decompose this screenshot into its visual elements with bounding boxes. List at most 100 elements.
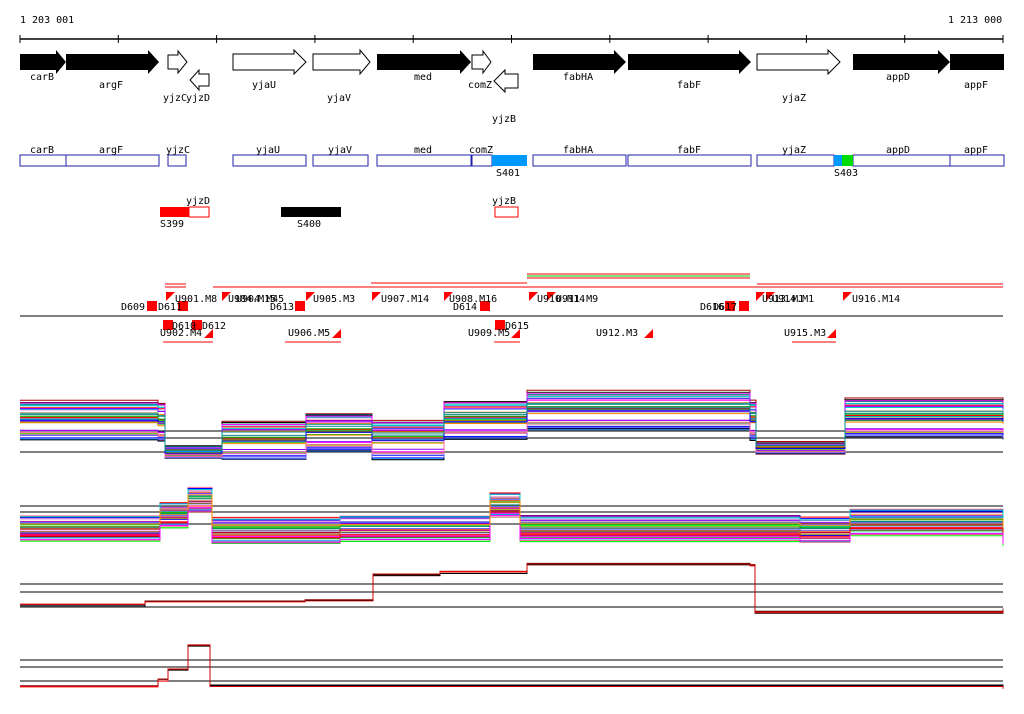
ruler-start-label: 1 203 001 xyxy=(20,15,74,26)
gene-track: carB argF yjzC yjzD yjaU yjaV med comZ y… xyxy=(20,48,1004,125)
gene-arrow-yjzD[interactable] xyxy=(189,68,210,92)
box-S399[interactable] xyxy=(160,207,189,217)
tile-label-appF: appF xyxy=(964,145,988,156)
segment-label-S403: S403 xyxy=(834,168,858,179)
marker-label-D615: D615 xyxy=(505,321,529,332)
gene-arrow-appF[interactable] xyxy=(950,54,1004,70)
marker-label-U911-M9: U911.M9 xyxy=(556,294,598,305)
marker-label-U909-M5: U909.M5 xyxy=(468,328,510,339)
gene-arrow-argF[interactable] xyxy=(66,50,159,74)
tile-label-yjzC: yjzC xyxy=(166,145,190,156)
marker-label-U908-M16: U908.M16 xyxy=(449,294,497,305)
tile-label-argF: argF xyxy=(99,145,123,156)
ruler-end-label: 1 213 000 xyxy=(948,15,1002,26)
marker-label-U907-M14: U907.M14 xyxy=(381,294,429,305)
marker-block-D609[interactable] xyxy=(147,301,157,311)
gene-label-carB: carB xyxy=(30,72,54,83)
gene-arrow-yjzC[interactable] xyxy=(167,49,188,75)
gene-arrow-carB[interactable] xyxy=(20,50,66,74)
gene-arrow-yjzB[interactable] xyxy=(493,68,519,94)
gene-label-yjaU: yjaU xyxy=(252,80,276,91)
lower-box-track: yjzD yjzB S399 S400 xyxy=(160,196,519,230)
marker-label-U904-M45: U904.M45 xyxy=(236,294,284,305)
tile-label-yjaV: yjaV xyxy=(328,145,352,156)
tile-label-fabHA: fabHA xyxy=(563,145,593,156)
gene-label-yjzD: yjzD xyxy=(186,93,210,104)
box-label-yjzD: yjzD xyxy=(186,196,210,207)
ruler-ticks xyxy=(19,35,1004,43)
marker-label-U913-M1: U913.M1 xyxy=(762,294,804,305)
marker-track: D609 D611 U901.M8 U904.M15 U904.M45 D613… xyxy=(20,273,1003,343)
gene-label-comZ: comZ xyxy=(468,80,492,91)
marker-block-D614[interactable] xyxy=(480,301,490,311)
tile-yjaV[interactable] xyxy=(312,154,369,167)
tile-yjzC[interactable] xyxy=(167,154,187,167)
gene-arrow-yjaV[interactable] xyxy=(312,48,371,76)
marker-label-U905-M3: U905.M3 xyxy=(313,294,355,305)
tile-label-med: med xyxy=(414,145,432,156)
marker-label-D614: D614 xyxy=(453,302,477,313)
box-yjzB[interactable] xyxy=(494,206,519,218)
marker-block-D616[interactable] xyxy=(725,301,735,311)
marker-label-D617: D617 xyxy=(713,302,737,313)
tile-label-comZ: comZ xyxy=(469,145,493,156)
tiling-track: carB argF yjzC yjaU yjaV med comZ fabHA … xyxy=(19,145,1005,179)
segment-S403a[interactable] xyxy=(834,155,842,166)
tile-appF[interactable] xyxy=(949,154,1005,167)
gene-arrow-fabF[interactable] xyxy=(628,50,751,74)
segment-label-S401: S401 xyxy=(496,168,520,179)
gene-label-yjzC: yjzC xyxy=(163,93,187,104)
tile-label-carB: carB xyxy=(30,145,54,156)
gene-arrow-fabHA[interactable] xyxy=(533,50,626,74)
tile-carB[interactable] xyxy=(19,154,67,167)
box-yjzD[interactable] xyxy=(188,206,210,218)
tile-label-yjaU: yjaU xyxy=(256,145,280,156)
tile-yjaZ[interactable] xyxy=(756,154,835,167)
gene-arrow-comZ[interactable] xyxy=(471,49,492,75)
box-label-S400: S400 xyxy=(297,219,321,230)
segment-S401[interactable] xyxy=(492,155,527,166)
gene-label-appD: appD xyxy=(886,72,910,83)
tile-appD[interactable] xyxy=(852,154,951,167)
gene-label-med: med xyxy=(414,72,432,83)
expression-panel-2 xyxy=(20,486,1004,546)
marker-label-U916-M14: U916.M14 xyxy=(852,294,900,305)
gene-arrow-med[interactable] xyxy=(377,50,471,74)
segment-S403[interactable] xyxy=(842,155,853,166)
tile-fabF[interactable] xyxy=(627,154,752,167)
gene-label-fabHA: fabHA xyxy=(563,72,593,83)
box-label-S399: S399 xyxy=(160,219,184,230)
gene-label-yjzB: yjzB xyxy=(492,114,516,125)
tile-fabHA[interactable] xyxy=(532,154,627,167)
gene-arrow-appD[interactable] xyxy=(853,50,950,74)
gene-label-yjaV: yjaV xyxy=(327,93,351,104)
marker-block-D612[interactable] xyxy=(192,320,202,330)
marker-label-D611: D611 xyxy=(158,302,182,313)
expression-panel-1 xyxy=(20,389,1004,461)
tile-med[interactable] xyxy=(376,154,472,167)
marker-block-D615[interactable] xyxy=(495,320,505,330)
box-S400[interactable] xyxy=(281,207,341,217)
marker-block-D613[interactable] xyxy=(295,301,305,311)
marker-block-D617[interactable] xyxy=(739,301,749,311)
gene-label-fabF: fabF xyxy=(677,80,701,91)
tile-yjaU[interactable] xyxy=(232,154,307,167)
gene-arrow-yjaZ[interactable] xyxy=(756,48,841,76)
tile-comZ[interactable] xyxy=(471,154,493,167)
expression-panel-4 xyxy=(20,644,1004,689)
tile-label-fabF: fabF xyxy=(677,145,701,156)
tile-label-appD: appD xyxy=(886,145,910,156)
marker-label-U914-M1: U914.M1 xyxy=(772,294,814,305)
gene-label-argF: argF xyxy=(99,80,123,91)
tile-argF[interactable] xyxy=(65,154,160,167)
gene-label-appF: appF xyxy=(964,80,988,91)
gene-arrow-yjaU[interactable] xyxy=(232,48,307,76)
marker-label-U912-M3: U912.M3 xyxy=(596,328,638,339)
marker-label-U906-M5: U906.M5 xyxy=(288,328,330,339)
marker-block-D611[interactable] xyxy=(178,301,188,311)
marker-label-U901-M8: U901.M8 xyxy=(175,294,217,305)
marker-label-D612: D612 xyxy=(202,321,226,332)
gene-label-yjaZ: yjaZ xyxy=(782,93,806,104)
marker-block-D610[interactable] xyxy=(163,320,173,330)
